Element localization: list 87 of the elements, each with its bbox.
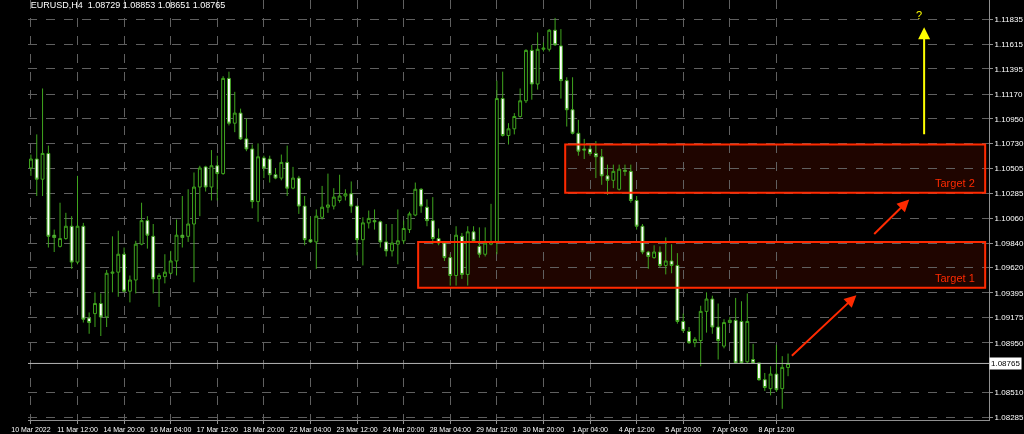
candlestick xyxy=(63,212,68,241)
candlestick xyxy=(331,187,336,210)
candlestick xyxy=(285,145,290,197)
candlestick xyxy=(430,196,435,245)
y-tick-label: 1.09620 xyxy=(994,263,1024,273)
candlestick xyxy=(93,291,97,328)
candlestick xyxy=(524,48,528,104)
candlestick xyxy=(384,223,389,257)
candlestick xyxy=(489,203,493,245)
candlestick xyxy=(360,216,365,266)
candlestick xyxy=(157,272,161,308)
candlestick xyxy=(227,71,231,126)
y-tick-label: 1.11835 xyxy=(994,15,1024,25)
y-tick-label: 1.10060 xyxy=(994,214,1024,224)
candlestick xyxy=(529,44,534,101)
candlestick xyxy=(553,17,558,47)
chart-title: EURUSD,H4 1.08729 1.08853 1.08651 1.08765 xyxy=(30,0,226,11)
candlestick xyxy=(151,223,156,294)
candlestick xyxy=(751,343,756,365)
y-tick-label: 1.10950 xyxy=(994,114,1024,124)
y-tick-label: 1.10285 xyxy=(994,189,1024,198)
candlestick xyxy=(395,208,400,265)
candlestick xyxy=(186,188,191,243)
y-tick-label: 1.09840 xyxy=(994,238,1024,248)
candlestick xyxy=(722,318,726,349)
candlestick xyxy=(98,292,103,337)
candlestick xyxy=(757,362,761,382)
candlestick xyxy=(477,226,482,259)
y-tick-label: 1.11615 xyxy=(994,40,1024,50)
band-label: Target 2 xyxy=(935,177,975,189)
candlestick xyxy=(588,142,592,157)
candlestick xyxy=(483,226,488,257)
candlestick xyxy=(727,316,732,324)
candlestick xyxy=(250,143,255,209)
candlestick xyxy=(261,155,266,179)
candlestick xyxy=(52,229,57,253)
candlestick xyxy=(87,311,92,335)
candlestick xyxy=(122,247,127,293)
candlestick xyxy=(593,140,598,179)
candlestick xyxy=(291,166,295,190)
ref-line-label: 1.08765 xyxy=(991,359,1021,368)
candlestick xyxy=(454,225,459,287)
y-tick-label: 1.10505 xyxy=(994,164,1024,174)
candlestick xyxy=(390,223,394,257)
y-tick-label: 1.10730 xyxy=(994,139,1024,149)
candlestick xyxy=(558,28,563,100)
candlestick xyxy=(162,253,167,284)
candlestick xyxy=(687,326,691,345)
candlestick xyxy=(320,185,325,221)
candlestick xyxy=(786,353,790,377)
candlestick xyxy=(28,154,33,177)
candlestick xyxy=(232,91,237,133)
candlestick xyxy=(221,75,226,176)
candlestick xyxy=(192,171,196,283)
y-tick-label: 1.09175 xyxy=(994,313,1024,323)
candlestick xyxy=(197,165,202,217)
candlestick xyxy=(296,175,301,215)
annotation: ? xyxy=(916,9,923,21)
candlestick xyxy=(133,240,138,294)
y-tick-label: 1.08510 xyxy=(994,387,1024,397)
candlestick xyxy=(681,313,686,334)
candlestick xyxy=(419,187,424,214)
candlestick xyxy=(128,275,132,303)
candlestick xyxy=(256,142,260,223)
candlestick xyxy=(652,244,657,260)
y-tick-label: 1.08950 xyxy=(994,338,1024,348)
candlestick xyxy=(780,355,785,410)
candlestick xyxy=(425,198,429,227)
candlestick xyxy=(58,202,62,249)
candlestick xyxy=(355,205,359,256)
candlestick xyxy=(459,232,464,280)
candlestick xyxy=(518,87,523,119)
candlestick xyxy=(692,336,697,348)
y-tick-label: 1.09395 xyxy=(994,288,1024,298)
y-tick-label: 1.11395 xyxy=(994,64,1024,74)
y-tick-label: 1.08285 xyxy=(994,413,1024,422)
candlestick xyxy=(628,164,633,204)
candlestick xyxy=(663,236,668,275)
candlestick xyxy=(658,245,662,269)
band-label: Target 1 xyxy=(935,272,975,284)
candlestick xyxy=(716,303,721,361)
candlestick xyxy=(762,372,767,392)
candlestick xyxy=(617,164,622,191)
y-tick-label: 1.11170 xyxy=(994,89,1023,99)
candlestick xyxy=(326,173,330,214)
candlestick xyxy=(623,164,627,177)
candlestick xyxy=(582,138,587,160)
